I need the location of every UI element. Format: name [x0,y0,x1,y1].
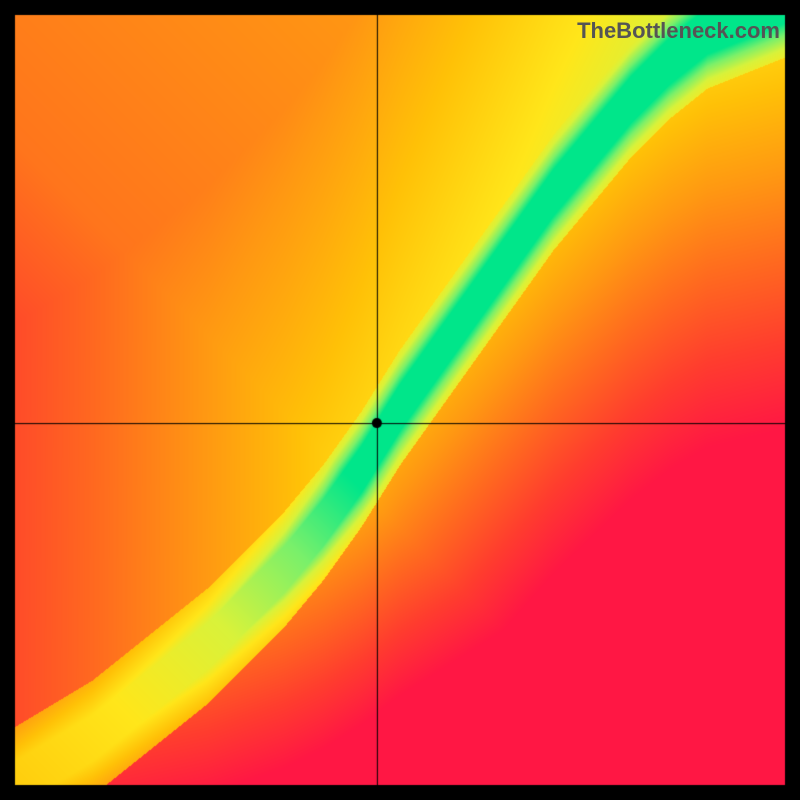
heatmap-canvas [0,0,800,800]
bottleneck-heatmap: TheBottleneck.com [0,0,800,800]
